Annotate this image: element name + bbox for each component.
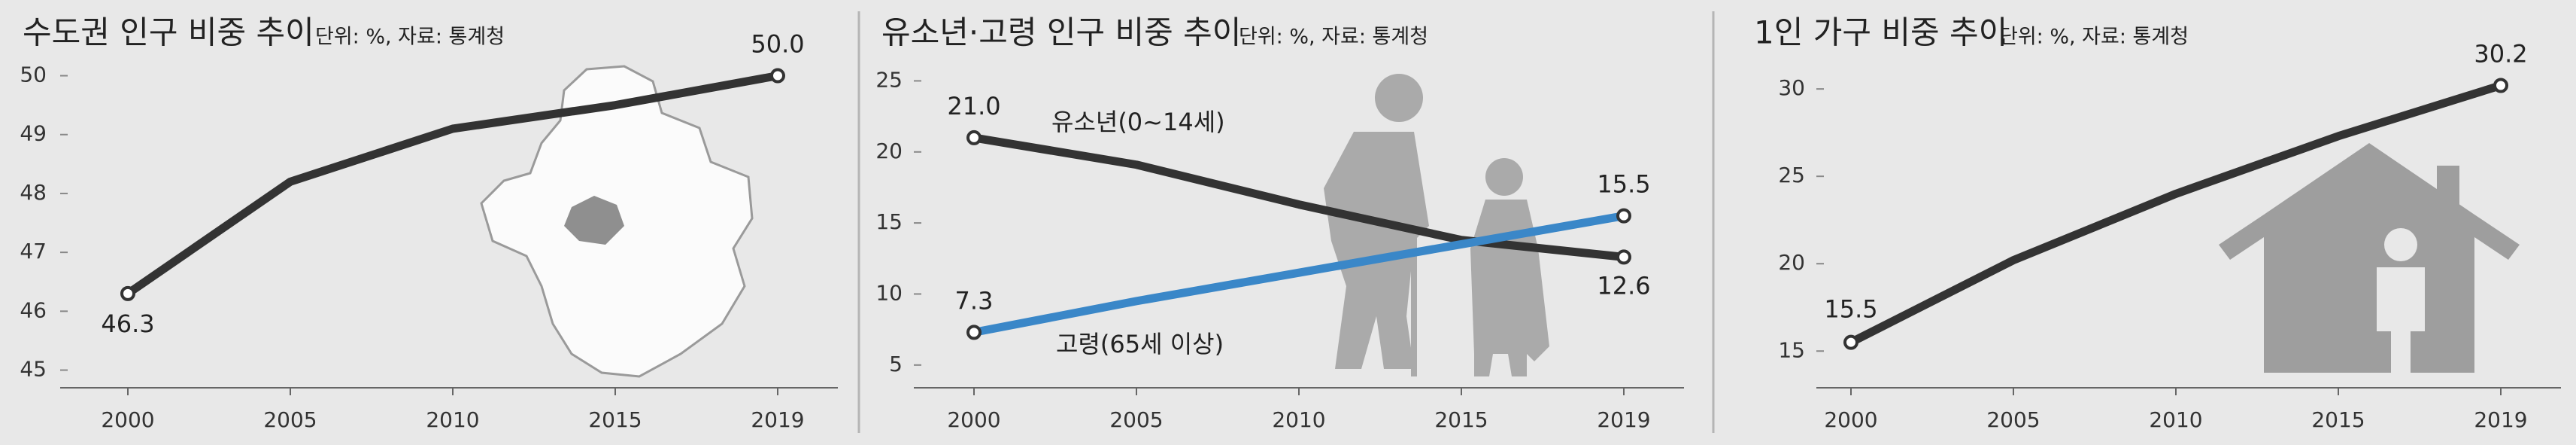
- house-decoration: [2219, 143, 2520, 373]
- y-tick-label: 48: [20, 180, 47, 205]
- x-tick-label: 2005: [1986, 407, 2040, 432]
- x-tick-label: 2019: [1597, 407, 1650, 432]
- x-tick-label: 2015: [1434, 407, 1488, 432]
- line-series: [1849, 81, 2502, 346]
- x-tick-label: 2015: [2311, 407, 2365, 432]
- y-tick-label: 20: [1778, 250, 1805, 275]
- point-marker: [966, 130, 982, 145]
- x-tick-label: 2010: [1272, 407, 1325, 432]
- chart-title: 수도권 인구 비중 추이: [23, 14, 314, 51]
- x-tick-label: 2010: [2149, 407, 2202, 432]
- chart-subtitle: 단위: %, 자료: 통계청: [1239, 26, 1428, 49]
- y-tick-label: 10: [875, 280, 903, 305]
- x-tick-label: 2005: [263, 407, 317, 432]
- y-tick-label: 45: [20, 357, 47, 382]
- x-tick-label: 2000: [101, 407, 154, 432]
- line-series: [125, 72, 778, 297]
- y-tick-label: 15: [875, 209, 903, 234]
- y-tick-label: 49: [20, 121, 47, 146]
- y-tick-label: 46: [20, 297, 47, 322]
- map-seoul: [564, 196, 624, 245]
- y-tick-label: 30: [1778, 75, 1805, 100]
- series-label: 고령(65세 이상): [1056, 330, 1224, 358]
- value-label: 15.5: [1597, 170, 1650, 199]
- value-label: 7.3: [955, 286, 994, 315]
- point-marker: [120, 285, 135, 301]
- y-tick-label: 15: [1778, 337, 1805, 362]
- x-tick-label: 2005: [1109, 407, 1163, 432]
- value-label: 46.3: [101, 309, 154, 338]
- x-tick-label: 2010: [426, 407, 479, 432]
- point-marker: [966, 325, 982, 340]
- value-label: 15.5: [1824, 295, 1877, 324]
- chart-subtitle: 단위: %, 자료: 통계청: [315, 26, 505, 49]
- person-icon: [2377, 228, 2425, 373]
- point-marker: [1616, 208, 1631, 224]
- point-marker: [1616, 249, 1631, 265]
- x-tick-label: 2019: [2474, 407, 2527, 432]
- x-tick-label: 2019: [751, 407, 804, 432]
- y-tick-label: 5: [889, 352, 903, 376]
- value-label: 50.0: [751, 30, 804, 59]
- line-series: [973, 133, 1625, 261]
- chart-subtitle: 단위: %, 자료: 통계청: [1999, 26, 2189, 49]
- value-label: 21.0: [947, 92, 1000, 120]
- chart-title: 유소년·고령 인구 비중 추이: [881, 14, 1241, 51]
- point-marker: [1843, 334, 1858, 350]
- y-tick-label: 25: [1778, 163, 1805, 187]
- point-marker: [2493, 78, 2508, 93]
- point-marker: [770, 68, 785, 84]
- y-tick-label: 47: [20, 239, 47, 264]
- y-tick-label: 25: [875, 67, 903, 92]
- value-label: 12.6: [1597, 271, 1650, 300]
- x-tick-label: 2000: [1824, 407, 1877, 432]
- y-tick-label: 20: [875, 139, 903, 163]
- series-label: 유소년(0~14세): [1051, 108, 1225, 136]
- x-tick-label: 2000: [947, 407, 1000, 432]
- y-tick-label: 50: [20, 62, 47, 87]
- chart-title: 1인 가구 비중 추이: [1754, 14, 2007, 51]
- value-label: 30.2: [2474, 39, 2527, 68]
- line-series: [972, 212, 1625, 337]
- x-tick-label: 2015: [588, 407, 642, 432]
